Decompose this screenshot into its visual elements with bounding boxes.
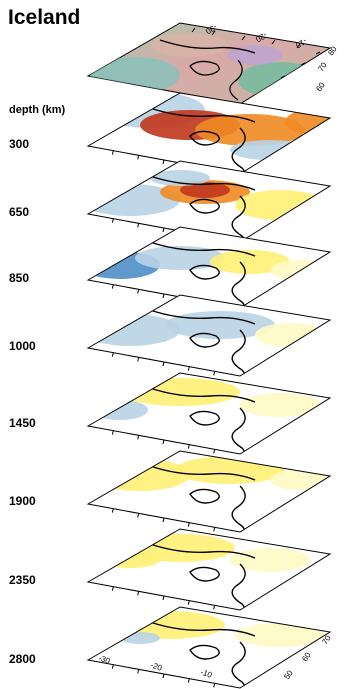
velocity-anomaly	[240, 393, 320, 417]
depth-label-300: 300	[9, 137, 30, 151]
top-lat-label: 70	[316, 60, 329, 73]
velocity-anomaly	[90, 459, 190, 491]
depth-label-2350: 2350	[9, 573, 36, 587]
depth-slice-2350	[86, 528, 332, 611]
axis-tick	[162, 159, 165, 165]
velocity-anomaly	[175, 456, 285, 484]
axis-tick	[111, 586, 114, 591]
bottom-lon-label: -10	[199, 667, 213, 680]
slice-background	[88, 227, 330, 308]
velocity-anomaly	[100, 552, 160, 568]
axis-tick	[137, 223, 140, 228]
axis-tick	[213, 527, 216, 532]
depth-slice-1000	[86, 294, 332, 377]
right-lat-label: 60	[300, 650, 313, 663]
velocity-anomaly	[210, 250, 290, 274]
velocity-anomaly	[150, 170, 210, 186]
depth-label-1450: 1450	[9, 416, 36, 430]
axis-tick	[111, 664, 114, 669]
velocity-anomaly	[255, 323, 325, 347]
axis-tick	[111, 284, 114, 289]
velocity-anomaly	[270, 260, 330, 280]
axis-tick	[187, 522, 190, 527]
axis-tick	[213, 683, 216, 688]
axis-tick	[137, 435, 140, 440]
axis-tick	[137, 591, 140, 596]
depth-label-1900: 1900	[9, 494, 36, 508]
axis-tick	[111, 218, 114, 223]
axis-tick	[162, 673, 165, 679]
depth-label-2800: 2800	[9, 652, 36, 666]
velocity-anomaly	[195, 114, 305, 146]
velocity-anomaly	[230, 140, 310, 160]
axis-tick	[111, 508, 114, 513]
velocity-anomaly	[235, 190, 325, 220]
axis-tick	[137, 155, 140, 160]
depth-label-1000: 1000	[9, 339, 36, 353]
velocity-anomaly	[88, 314, 180, 346]
velocity-anomaly	[120, 378, 240, 406]
depth-slice-300	[86, 92, 332, 175]
axis-tick	[187, 600, 190, 605]
depth-label-850: 850	[9, 271, 30, 285]
velocity-anomaly	[180, 182, 230, 198]
depth-slice-1900	[86, 450, 332, 533]
depth-slice-1450	[86, 372, 332, 455]
axis-tick	[111, 430, 114, 435]
depth-header: depth (km)	[9, 104, 66, 116]
velocity-anomaly	[235, 623, 325, 647]
axis-tick	[137, 357, 140, 362]
topography-map: -30 -20 -10 60 70 80	[86, 22, 339, 105]
top-lat-label: 80	[326, 44, 339, 57]
velocity-anomaly	[270, 470, 330, 490]
top-lat-label: 60	[314, 80, 327, 93]
axis-tick	[162, 439, 165, 445]
axis-tick	[137, 669, 140, 674]
axis-tick	[213, 605, 216, 610]
axis-tick	[137, 289, 140, 294]
velocity-anomaly	[92, 400, 148, 420]
velocity-anomaly	[230, 548, 310, 572]
figure-title: Iceland	[8, 6, 81, 29]
axis-tick	[162, 595, 165, 601]
axis-tick	[213, 371, 216, 376]
axis-tick	[162, 227, 165, 233]
axis-tick	[187, 678, 190, 683]
axis-tick	[213, 449, 216, 454]
bottom-lon-label: -20	[149, 660, 163, 673]
axis-tick	[111, 150, 114, 155]
axis-tick	[137, 513, 140, 518]
right-lat-label: 50	[282, 668, 295, 681]
axis-tick	[187, 366, 190, 371]
depth-label-650: 650	[9, 205, 30, 219]
axis-tick	[187, 444, 190, 449]
axis-tick	[162, 361, 165, 367]
axis-tick	[162, 517, 165, 523]
velocity-anomaly	[135, 246, 225, 270]
bottom-lon-label: -30	[97, 653, 111, 666]
axis-tick	[111, 352, 114, 357]
axis-tick	[162, 293, 165, 299]
depth-slice-2800	[86, 606, 332, 689]
